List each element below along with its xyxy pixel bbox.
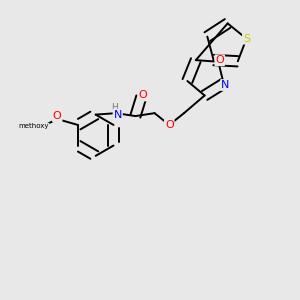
Text: N: N (221, 80, 229, 90)
Text: O: O (53, 111, 62, 121)
Text: O: O (138, 91, 147, 100)
Text: S: S (243, 34, 250, 44)
Text: O: O (215, 55, 224, 65)
Text: O: O (165, 120, 174, 130)
Text: methoxy: methoxy (18, 123, 49, 129)
Text: H: H (111, 103, 118, 112)
Text: N: N (114, 110, 122, 120)
